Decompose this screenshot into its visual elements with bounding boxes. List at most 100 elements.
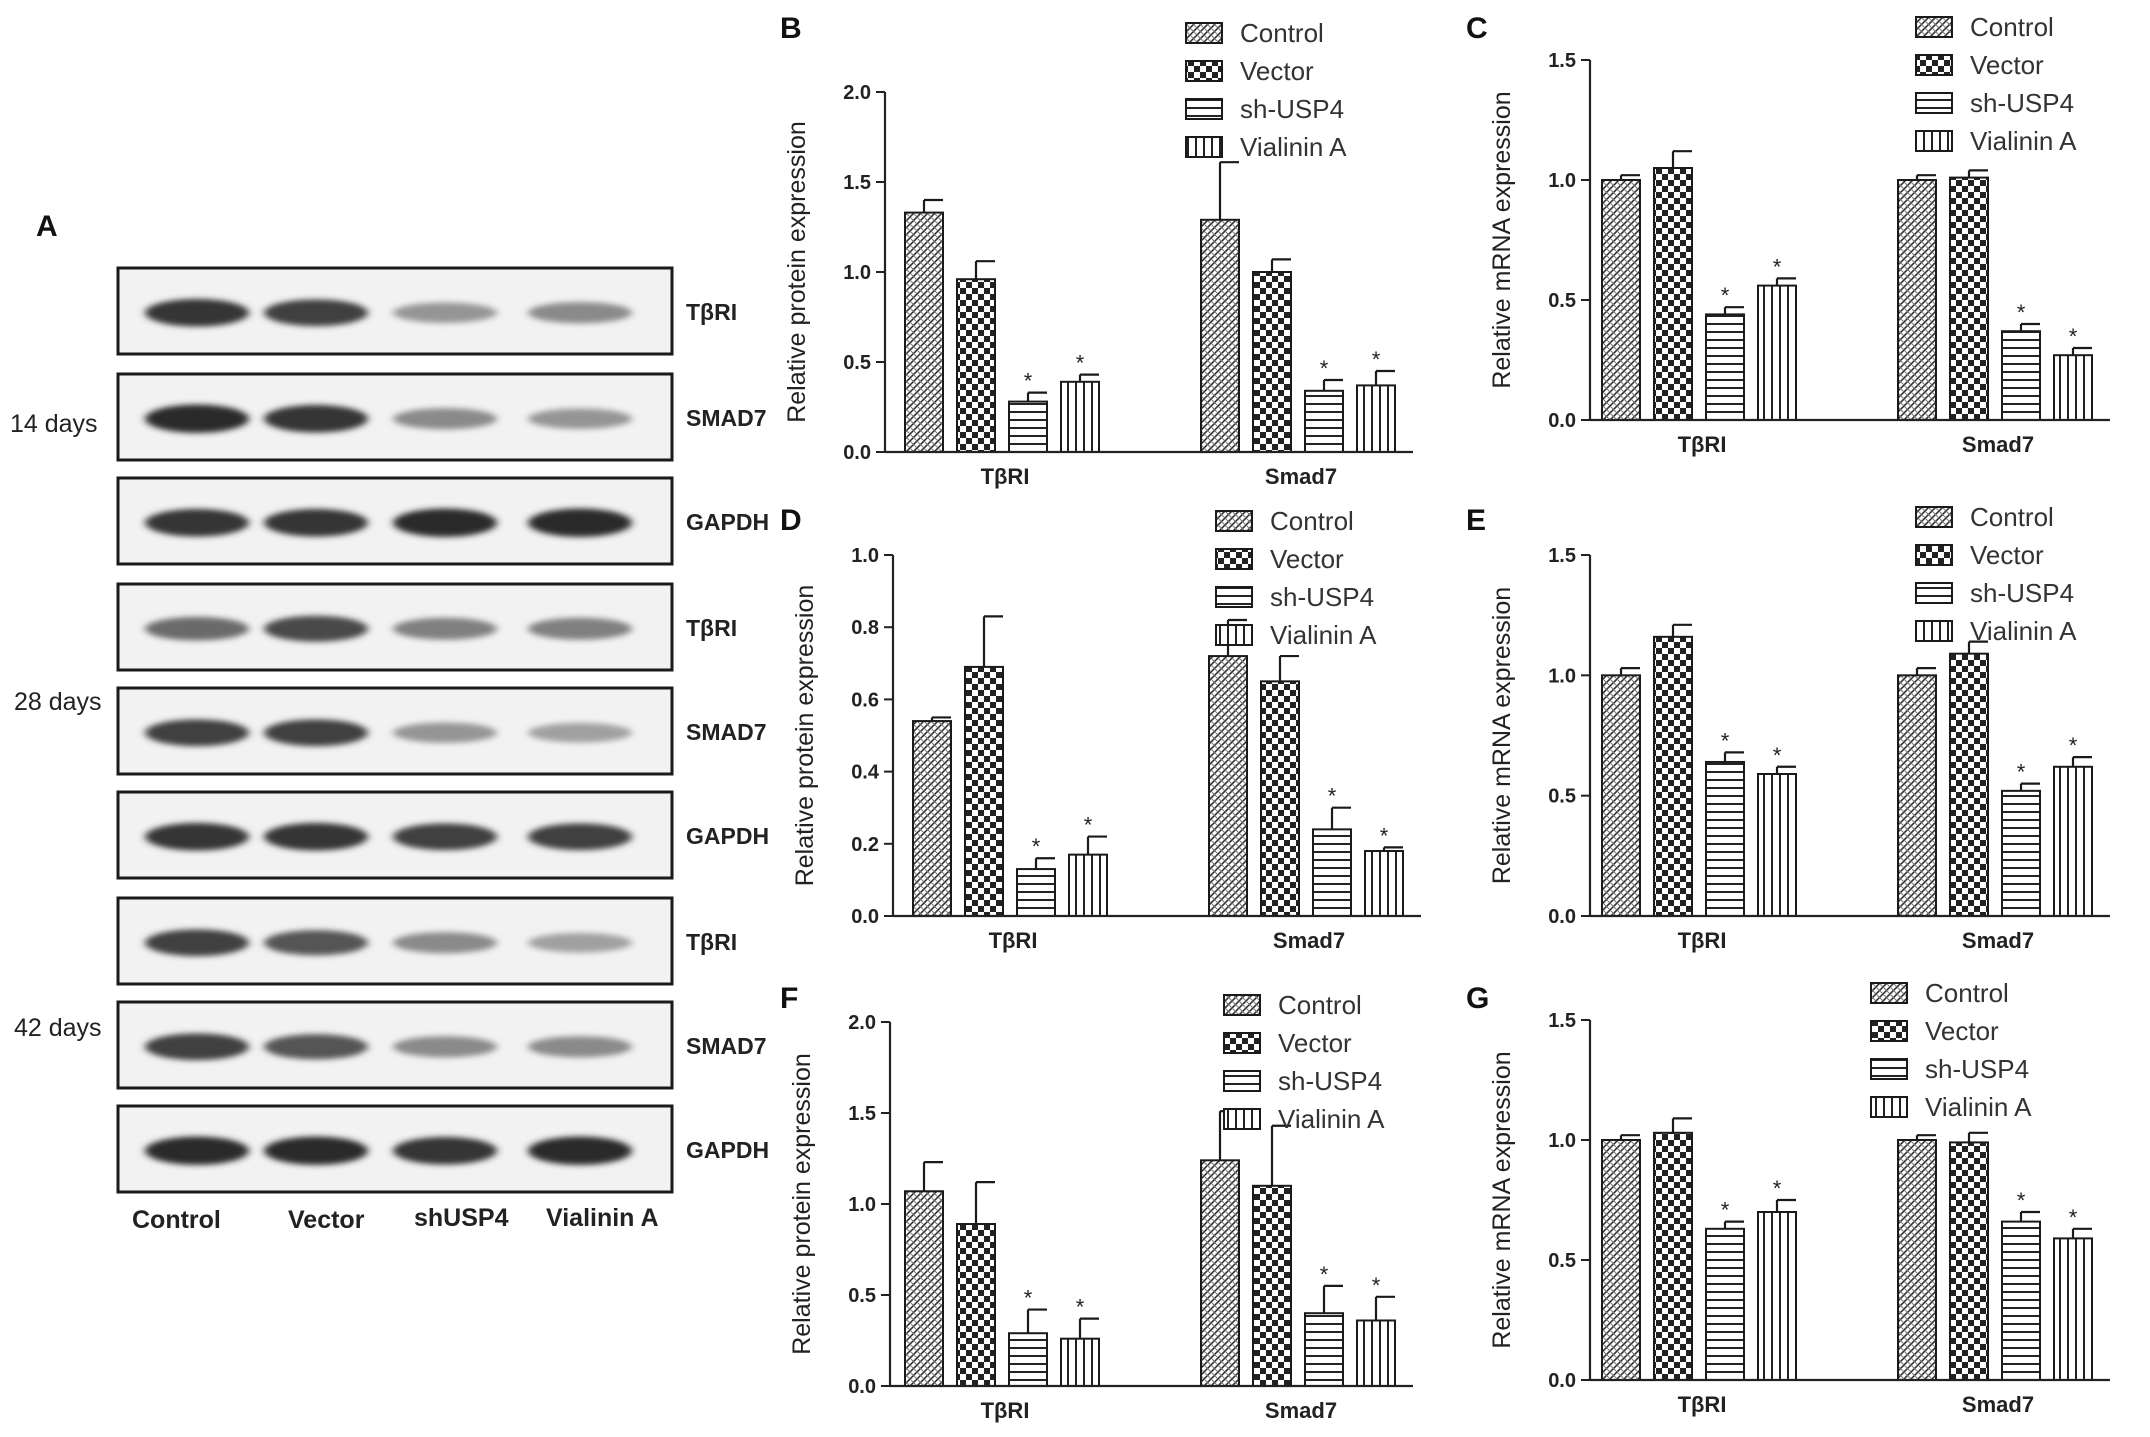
bar-sh-usp4-smad7 [2001,330,2041,422]
legend-swatch-control [1223,994,1261,1016]
legend-swatch-sh-usp4 [1215,586,1253,608]
category-label-smad7: Smad7 [1273,928,1345,953]
significance-star: * [1084,813,1093,838]
panel-letter-c: C [1466,12,1488,45]
bar-vector-smad7 [1252,271,1292,453]
y-tick-label: 1.5 [848,1103,876,1125]
panel-c-chart: C 0.0 0.5 1.0 1.5 Relative mRNA expression * * T… [1466,12,2110,457]
bar-vialinin-a-tbri [1060,380,1100,453]
y-tick-label: 1.0 [848,1194,876,1216]
panel-letter-a: A [36,210,58,243]
blot-label-smad7: SMAD7 [686,719,767,745]
y-tick-label: 0.5 [1548,290,1576,312]
significance-star: * [1372,347,1381,372]
y-axis-title: Relative protein expression [791,585,819,887]
blot-row-smad7-3: SMAD7 [116,1000,767,1090]
category-label-smad7: Smad7 [1962,1392,2034,1417]
y-tick-label: 1.0 [1548,170,1576,192]
significance-star: * [1032,834,1041,859]
blot-band-vialinin-a [528,932,632,953]
significance-star: * [1076,351,1085,376]
bar-vialinin-a-tbri [1757,773,1797,917]
bar-vialinin-a-smad7 [2053,354,2093,422]
legend-swatch-control [1915,506,1953,528]
significance-star: * [1320,1262,1329,1287]
y-axis-title: Relative protein expression [783,121,811,423]
legend: Control Vector sh-USP4 Vialinin A [1223,990,1385,1134]
significance-star: * [2017,760,2026,785]
panel-g-chart: G 0.0 0.5 1.0 1.5 Relative mRNA expression * * T… [1466,978,2110,1417]
panel-letter-d: D [780,504,802,537]
significance-star: * [2017,300,2026,325]
legend-label-control: Control [1240,18,1324,48]
blot-band-control [145,1033,249,1061]
legend-swatch-control [1185,22,1223,44]
y-tick-label: 0.4 [851,762,880,784]
y-tick-label: 0.8 [851,617,879,639]
blot-band-vector [264,822,368,851]
bar-vector-tbri [956,278,996,454]
blot-band-control [145,404,249,433]
category-label-tbri: TβRI [981,1398,1030,1423]
bar-vialinin-a-smad7 [2053,1237,2093,1382]
blot-band-vector [264,1034,368,1060]
blot-band-vialinin-a [528,408,632,429]
y-tick-label: 0.5 [1548,1250,1576,1272]
legend-label-vialinin-a: Vialinin A [1240,132,1347,162]
panel-letter-e: E [1466,504,1486,537]
y-tick-label: 0.5 [843,352,871,374]
bar-control-tbri [904,1190,944,1388]
legend: Control Vector sh-USP4 Vialinin A [1915,502,2077,646]
panel-a-western-blot: A TβRI SMAD7 GAPDH TβRI SMAD7 GAPDH TβRI SMAD7 G… [10,210,769,1234]
blot-band-vialinin-a [528,823,632,851]
legend: Control Vector sh-USP4 Vialinin A [1870,978,2032,1122]
blot-row-gapdh-2: GAPDH [116,790,769,880]
legend-label-control: Control [1925,978,2009,1008]
y-axis-title: Relative mRNA expression [1488,91,1516,388]
legend-label-vialinin-a: Vialinin A [1278,1104,1385,1134]
blot-band-shusp4 [393,508,497,537]
blot-band-vialinin-a [528,1036,632,1058]
legend-label-sh-usp4: sh-USP4 [1278,1066,1382,1096]
y-tick-label: 2.0 [848,1012,876,1034]
legend-label-control: Control [1270,506,1354,536]
significance-star: * [1773,1176,1782,1201]
category-label-tbri: TβRI [1678,432,1727,457]
blot-band-shusp4 [393,408,497,430]
legend-swatch-vialinin-a [1915,130,1953,152]
bar-vialinin-a-smad7 [2053,765,2093,918]
blot-row-tbri-2: TβRI [116,582,737,672]
y-tick-label: 0.6 [851,689,879,711]
bar-sh-usp4-tbri [1705,760,1745,917]
significance-star: * [1721,1198,1730,1223]
lane-label-vector: Vector [288,1206,365,1234]
bar-sh-usp4-tbri [1008,400,1048,454]
blot-label-smad7: SMAD7 [686,1033,767,1059]
bar-vector-smad7 [1949,1141,1989,1382]
blot-label-tbri: TβRI [686,299,737,325]
legend: Control Vector sh-USP4 Vialinin A [1915,12,2077,156]
legend-swatch-vialinin-a [1870,1096,1908,1118]
blot-row-tbri-3: TβRI [116,896,737,986]
lane-label-shusp4: shUSP4 [414,1204,509,1232]
bar-sh-usp4-smad7 [1312,828,1352,917]
blot-band-vector [264,404,368,433]
blot-band-shusp4 [393,302,497,323]
time-label-42-days: 42 days [14,1014,102,1042]
legend: Control Vector sh-USP4 Vialinin A [1185,18,1347,162]
panel-d-chart: D 0.0 0.2 0.4 0.6 0.8 1.0 Relative protein expr… [780,504,1421,953]
blot-row-gapdh-3: GAPDH [116,1104,769,1194]
blot-band-vector [264,508,368,537]
legend-label-vector: Vector [1278,1028,1352,1058]
legend-label-sh-usp4: sh-USP4 [1270,582,1374,612]
y-tick-label: 0.0 [1548,410,1576,432]
legend-swatch-control [1870,982,1908,1004]
bar-control-tbri [904,211,944,453]
legend-swatch-sh-usp4 [1870,1058,1908,1080]
y-tick-label: 0.5 [1548,786,1576,808]
legend-label-sh-usp4: sh-USP4 [1970,578,2074,608]
bar-sh-usp4-smad7 [2001,1220,2041,1381]
blot-row-gapdh-1: GAPDH [116,476,769,566]
blot-band-control [145,1136,249,1165]
